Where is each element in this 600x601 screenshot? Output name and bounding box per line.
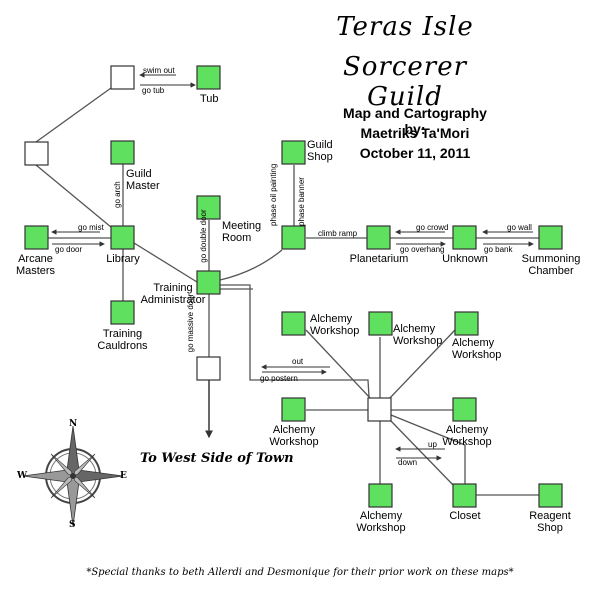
room-closet[interactable] bbox=[452, 483, 477, 508]
room-guild-master[interactable] bbox=[110, 140, 135, 165]
room-library[interactable] bbox=[110, 225, 135, 250]
room-planetarium[interactable] bbox=[366, 225, 391, 250]
label-alchemy-3: Alchemy Workshop bbox=[452, 337, 502, 361]
cmd-climb-ramp: climb ramp bbox=[318, 229, 358, 238]
label-guild-master: Guild Master bbox=[126, 168, 160, 192]
map-title: Teras Isle bbox=[336, 12, 474, 42]
room-tub[interactable] bbox=[196, 65, 221, 90]
label-training-administrator: Training Administrator bbox=[140, 282, 206, 306]
cmd-go-crowd: go crowd bbox=[416, 223, 449, 232]
label-meeting-room: Meeting Room bbox=[222, 220, 262, 244]
label-reagent-shop: Reagent Shop bbox=[529, 510, 571, 534]
label-library: Library bbox=[106, 253, 140, 265]
compass-e: E bbox=[120, 471, 127, 481]
room-arcane-masters[interactable] bbox=[24, 225, 49, 250]
cmd-go-bank: go bank bbox=[484, 245, 513, 254]
cmd-phase-oil-painting: phase oil painting bbox=[269, 163, 278, 226]
room-meeting-room[interactable] bbox=[196, 195, 221, 220]
room-phase-junction[interactable] bbox=[281, 225, 306, 250]
cmd-phase-banner: phase banner bbox=[297, 177, 306, 226]
room-reagent-shop[interactable] bbox=[538, 483, 563, 508]
footer-thanks: *Special thanks to beth Allerdi and Desm… bbox=[86, 567, 514, 578]
room-guild-shop[interactable] bbox=[281, 140, 306, 165]
room-unknown[interactable] bbox=[452, 225, 477, 250]
credits-date: October 11, 2011 bbox=[359, 145, 471, 161]
compass-w: W bbox=[17, 471, 28, 481]
cmd-go-mist: go mist bbox=[78, 223, 104, 232]
cmd-out: out bbox=[292, 357, 304, 366]
alchemy-hub[interactable] bbox=[367, 397, 392, 422]
label-tub: Tub bbox=[200, 93, 219, 105]
cmd-down: down bbox=[398, 458, 418, 467]
map-subtitle: Sorcerer Guild bbox=[342, 52, 468, 112]
label-guild-shop: Guild Shop bbox=[307, 139, 333, 163]
label-alchemy-1: Alchemy Workshop bbox=[310, 313, 360, 337]
destination-label: To West Side of Town bbox=[140, 451, 294, 466]
room-alchemy-6[interactable] bbox=[368, 483, 393, 508]
label-closet: Closet bbox=[449, 510, 481, 522]
cmd-swim-out: swim out bbox=[143, 66, 175, 75]
label-alchemy-5: Alchemy Workshop bbox=[442, 424, 492, 448]
cmd-go-double-door: go double door bbox=[199, 209, 208, 263]
label-unknown: Unknown bbox=[442, 253, 488, 265]
cmd-go-postern: go postern bbox=[260, 374, 298, 383]
room-alchemy-2[interactable] bbox=[368, 311, 393, 336]
credits-author: Maetriks Ta'Mori bbox=[360, 125, 470, 141]
room-alchemy-4[interactable] bbox=[281, 397, 306, 422]
compass-s: S bbox=[69, 520, 76, 530]
unexplored-room[interactable] bbox=[24, 141, 49, 166]
label-arcane-masters: Arcane Masters bbox=[15, 253, 56, 277]
compass-rose-icon bbox=[22, 425, 124, 527]
label-planetarium: Planetarium bbox=[349, 253, 409, 265]
room-alchemy-3[interactable] bbox=[454, 311, 479, 336]
cmd-go-massive-door: go massive door bbox=[186, 293, 195, 353]
compass-n: N bbox=[69, 419, 78, 429]
label-alchemy-2: Alchemy Workshop bbox=[393, 323, 443, 347]
cmd-go-overhang: go overhang bbox=[400, 245, 445, 254]
room-training-cauldrons[interactable] bbox=[110, 300, 135, 325]
label-alchemy-4: Alchemy Workshop bbox=[269, 424, 319, 448]
room-training-administrator[interactable] bbox=[196, 270, 221, 295]
cmd-go-tub: go tub bbox=[142, 86, 165, 95]
room-alchemy-5[interactable] bbox=[452, 397, 477, 422]
room-alchemy-1[interactable] bbox=[281, 311, 306, 336]
cmd-up: up bbox=[428, 440, 437, 449]
label-alchemy-6: Alchemy Workshop bbox=[356, 510, 406, 534]
cmd-go-wall: go wall bbox=[507, 223, 532, 232]
cmd-go-arch: go arch bbox=[113, 181, 122, 208]
cmd-go-door: go door bbox=[55, 245, 83, 254]
unexplored-room[interactable] bbox=[196, 356, 221, 381]
credits-heading: Map and Cartography by: bbox=[343, 105, 487, 137]
room-summoning-chamber[interactable] bbox=[538, 225, 563, 250]
label-training-cauldrons: Training Cauldrons bbox=[97, 328, 148, 352]
unexplored-room[interactable] bbox=[110, 65, 135, 90]
label-summoning-chamber: Summoning Chamber bbox=[521, 253, 581, 277]
